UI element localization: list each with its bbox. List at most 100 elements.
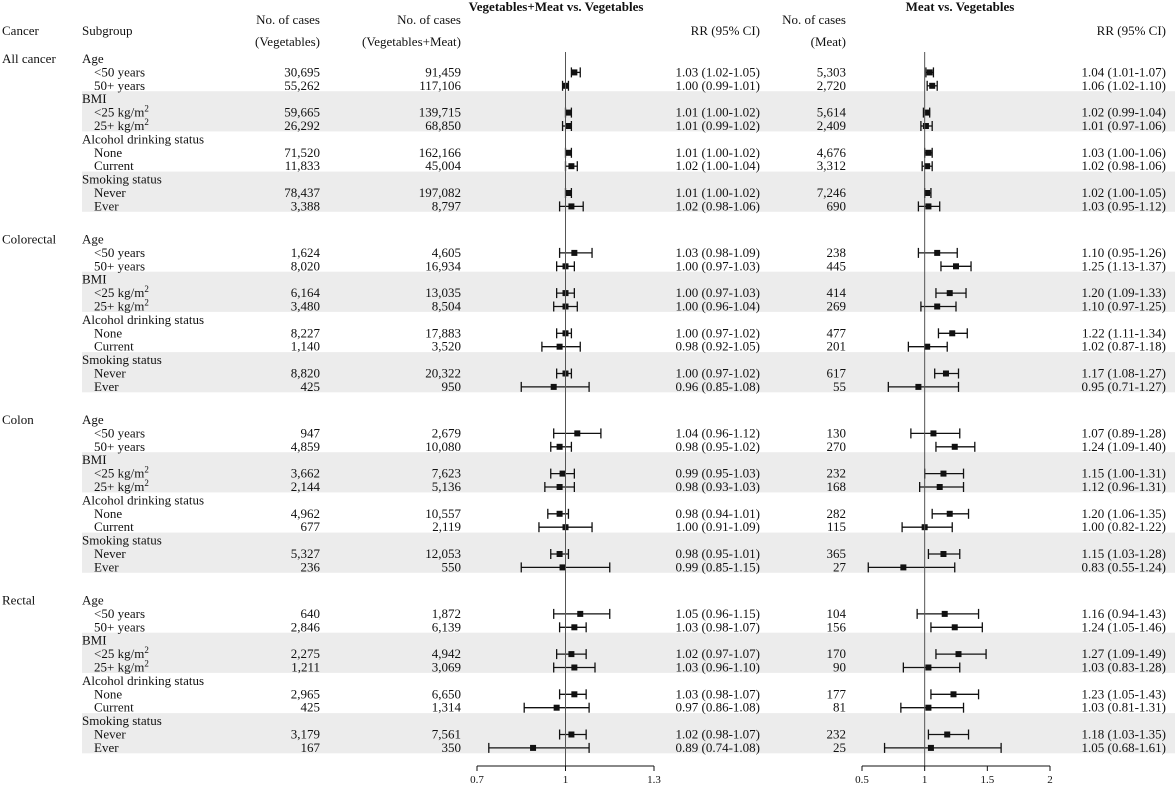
cases-veg-cell: 236 xyxy=(301,559,321,574)
cases-meat-cell: 5,614 xyxy=(817,105,847,120)
cases-meat-cell: 27 xyxy=(833,559,847,574)
point-estimate xyxy=(568,203,575,210)
cancer-label: All cancer xyxy=(2,51,56,66)
row-label: Current xyxy=(94,519,134,534)
cases-meat-cell: 365 xyxy=(827,546,847,561)
cases-meat-cell: 25 xyxy=(833,740,846,755)
panel2-rr-cell: 1.02 (0.98-1.06) xyxy=(1082,158,1167,173)
cases-meat-cell: 445 xyxy=(827,258,847,273)
row-band xyxy=(82,713,1175,754)
point-estimate xyxy=(940,551,947,557)
cases-veg-cell: 71,520 xyxy=(284,145,320,160)
cases-meat-cell: 104 xyxy=(827,606,847,621)
subgroup-label: Alcohol drinking status xyxy=(82,312,204,327)
point-estimate xyxy=(946,510,953,517)
cases-meat-cell: 4,676 xyxy=(817,145,847,160)
panel2-rr-cell: 1.02 (1.00-1.05) xyxy=(1082,185,1167,200)
point-estimate xyxy=(556,510,563,517)
cases-vm-cell: 6,139 xyxy=(432,619,461,634)
panel1-rr-cell: 1.03 (0.98-1.09) xyxy=(676,245,761,260)
panel1-rr-cell: 1.04 (0.96-1.12) xyxy=(676,425,761,440)
cases-meat-cell: 55 xyxy=(833,379,846,394)
row-label: Ever xyxy=(94,740,119,755)
cases-veg-cell: 8,020 xyxy=(291,258,320,273)
panel1-rr-cell: 1.02 (0.97-1.07) xyxy=(676,646,761,661)
row-label: Current xyxy=(94,700,134,715)
panel2-rr-cell: 0.83 (0.55-1.24) xyxy=(1082,559,1167,574)
cases-meat-cell: 115 xyxy=(827,519,846,534)
header-cases-meat-line2: (Meat) xyxy=(811,34,846,49)
point-estimate xyxy=(927,744,934,751)
cases-vm-cell: 7,561 xyxy=(432,727,461,742)
point-estimate xyxy=(530,744,537,751)
row-label: 50+ years xyxy=(94,619,145,634)
panel2-rr-cell: 1.20 (1.06-1.35) xyxy=(1082,506,1167,521)
row-label: Ever xyxy=(94,379,119,394)
point-estimate xyxy=(925,203,932,210)
cases-vm-cell: 10,080 xyxy=(425,439,461,454)
cases-veg-cell: 26,292 xyxy=(284,118,320,133)
panel2-rr-cell: 1.25 (1.13-1.37) xyxy=(1082,258,1167,273)
cases-meat-cell: 238 xyxy=(827,245,847,260)
point-estimate xyxy=(571,69,578,76)
cases-veg-cell: 1,140 xyxy=(291,339,320,354)
cases-meat-cell: 90 xyxy=(833,660,846,675)
point-estimate xyxy=(556,443,563,450)
row-label: <25 kg/m2 xyxy=(94,284,149,300)
point-estimate xyxy=(951,624,958,631)
cases-veg-cell: 11,833 xyxy=(285,158,320,173)
row-label: 50+ years xyxy=(94,78,145,93)
panel2-rr-cell: 1.03 (0.81-1.31) xyxy=(1082,700,1167,715)
panel2-plot: 0.5 1 1.5 2 xyxy=(855,52,1053,786)
point-estimate xyxy=(930,430,937,437)
point-estimate xyxy=(925,664,932,671)
cases-meat-cell: 2,409 xyxy=(817,118,846,133)
panel1-rr-cell: 0.98 (0.95-1.01) xyxy=(676,546,761,561)
row-band xyxy=(82,352,1175,393)
row-label: Ever xyxy=(94,559,119,574)
cases-vm-cell: 16,934 xyxy=(425,258,461,273)
panel1-rr-cell: 1.00 (0.96-1.04) xyxy=(676,299,761,314)
cases-meat-cell: 690 xyxy=(827,198,847,213)
panel2-rr-cell: 1.12 (0.96-1.31) xyxy=(1082,479,1167,494)
panel2-rr-cell: 1.07 (0.89-1.28) xyxy=(1082,425,1167,440)
row-label: <50 years xyxy=(94,64,145,79)
point-estimate xyxy=(934,249,941,256)
panel1-rr-cell: 1.01 (0.99-1.02) xyxy=(676,118,761,133)
point-estimate xyxy=(565,190,572,196)
cases-meat-cell: 7,246 xyxy=(817,185,847,200)
row-label: <50 years xyxy=(94,425,145,440)
panel1-rr-cell: 1.00 (0.97-1.02) xyxy=(676,366,761,381)
cases-vm-cell: 20,322 xyxy=(425,366,461,381)
cases-meat-cell: 282 xyxy=(827,506,847,521)
cases-vm-cell: 2,679 xyxy=(432,425,461,440)
cases-meat-cell: 232 xyxy=(827,466,847,481)
row-label: Never xyxy=(94,366,126,381)
subgroup-label: Age xyxy=(82,232,104,247)
subgroup-label: Age xyxy=(82,51,104,66)
row-label: None xyxy=(94,325,122,340)
point-estimate xyxy=(565,109,572,116)
cases-veg-cell: 5,327 xyxy=(291,546,321,561)
cases-veg-cell: 677 xyxy=(301,519,321,534)
panel1-rr-cell: 0.99 (0.85-1.15) xyxy=(676,559,761,574)
header-cases-vm-line1: No. of cases xyxy=(397,12,461,27)
cases-vm-cell: 91,459 xyxy=(425,64,461,79)
panel1-rr-cell: 1.01 (1.00-1.02) xyxy=(676,185,761,200)
row-label: <25 kg/m2 xyxy=(94,645,149,661)
panel1-title: Vegetables+Meat vs. Vegetables xyxy=(469,0,644,14)
table-rows: All cancer Age<50 years 30,695 91,459 1.03 (… xyxy=(2,51,1166,755)
x-tick-label: 1 xyxy=(922,774,928,786)
point-estimate xyxy=(565,149,572,156)
cases-veg-cell: 30,695 xyxy=(284,64,320,79)
cases-vm-cell: 7,623 xyxy=(432,466,461,481)
cases-veg-cell: 78,437 xyxy=(284,185,320,200)
panel1-rr-cell: 1.05 (0.96-1.15) xyxy=(676,606,761,621)
point-estimate xyxy=(900,564,907,571)
cases-veg-cell: 2,965 xyxy=(291,686,320,701)
point-estimate xyxy=(556,484,563,490)
panel1-rr-cell: 0.96 (0.85-1.08) xyxy=(676,379,761,394)
cases-veg-cell: 3,179 xyxy=(291,727,320,742)
panel1-plot: 0.7 1 1.3 xyxy=(470,52,661,786)
